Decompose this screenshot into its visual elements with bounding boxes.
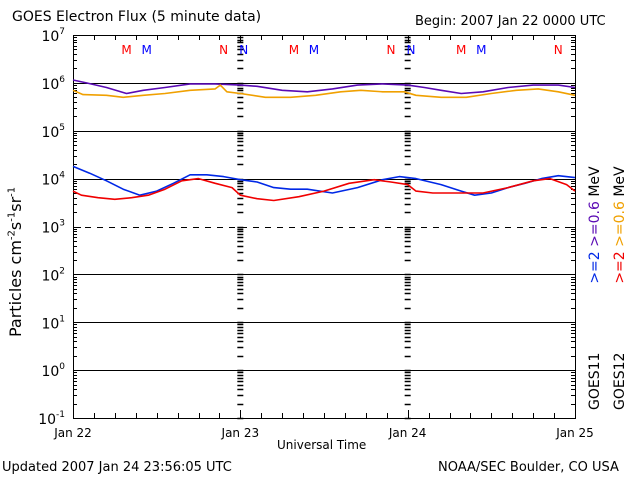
series-line-goes12-2-mev [72,177,576,202]
orbit-marker-m: M [476,43,486,57]
x-tick-label: Jan 25 [555,426,594,440]
footer-updated: Updated 2007 Jan 24 23:56:05 UTC [2,460,232,475]
orbit-marker-m: M [309,43,319,57]
y-tick-label: 103 [41,219,65,237]
chart-begin-time: Begin: 2007 Jan 22 0000 UTC [415,14,606,29]
orbit-marker-n: N [554,43,563,57]
series-line-goes12-0-6-mev [72,84,576,99]
legend-goes11: GOES11 >=2 >=0.6 MeV [587,166,603,410]
legend-goes12: GOES12 >=2 >=0.6 MeV [612,166,628,410]
x-axis-label: Universal Time [277,438,367,452]
x-tick-label: Jan 24 [388,426,427,440]
legend-goes12-sat: GOES12 [612,352,628,410]
y-axis-label: Particles cm-2s-1sr-1 [6,186,25,337]
legend-goes12-2mev: >=2 [612,251,628,284]
y-tick-label: 10-1 [38,410,65,428]
orbit-marker-m: M [456,43,466,57]
orbit-marker-m: M [289,43,299,57]
legend-goes11-06mev: >=0.6 [587,201,603,247]
legend-goes12-06mev: >=0.6 [612,201,628,247]
orbit-marker-n: N [407,43,416,57]
chart-title: GOES Electron Flux (5 minute data) [12,9,262,25]
orbit-marker-m: M [121,43,131,57]
y-tick-label: 102 [41,266,65,284]
series-line-goes11-2-mev [72,165,576,196]
y-tick-label: 104 [41,171,65,189]
y-tick-label: 101 [41,314,65,332]
y-tick-label: 105 [41,123,65,141]
legend-goes11-2mev: >=2 [587,251,603,284]
y-tick-label: 106 [41,75,65,93]
orbit-marker-n: N [386,43,395,57]
y-tick-label: 107 [41,27,65,45]
legend-goes11-unit: MeV [587,166,603,197]
series-line-goes11-0-6-mev [72,79,576,95]
legend-goes11-sat: GOES11 [587,352,603,410]
orbit-marker-m: M [141,43,151,57]
x-tick-label: Jan 22 [53,426,92,440]
x-tick-label: Jan 23 [221,426,260,440]
y-tick-label: 100 [41,362,65,380]
footer-credit: NOAA/SEC Boulder, CO USA [438,460,619,475]
orbit-marker-n: N [239,43,248,57]
orbit-marker-n: N [219,43,228,57]
legend-goes12-unit: MeV [612,166,628,197]
